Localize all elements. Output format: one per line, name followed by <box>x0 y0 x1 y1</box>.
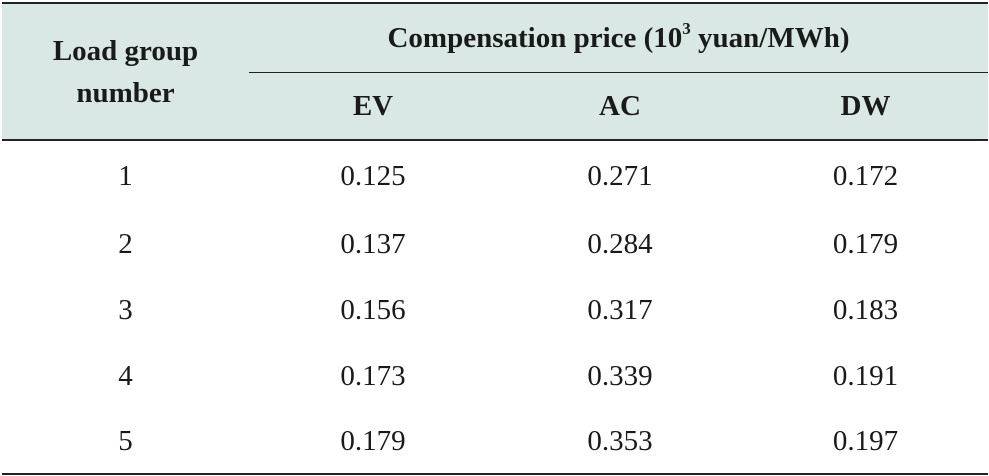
load-group-number-header: Load group number <box>2 3 249 140</box>
cell-dw: 0.183 <box>832 293 899 326</box>
cell-load-group: 3 <box>118 293 133 326</box>
cell-ac: 0.353 <box>587 424 653 457</box>
table-row: 4 0.173 0.339 0.191 <box>2 343 988 409</box>
table-header: Load group number Compensation price (10… <box>2 3 989 140</box>
cell-load-group: 4 <box>118 359 133 392</box>
cell-dw: 0.191 <box>832 359 899 392</box>
table-row: 5 0.179 0.353 0.197 <box>2 409 988 474</box>
cell-dw: 0.179 <box>832 227 899 260</box>
column-header-dw: DW <box>743 72 989 140</box>
cell-ac: 0.317 <box>587 293 653 326</box>
cell-dw: 0.197 <box>832 424 899 457</box>
cell-ac: 0.339 <box>587 359 653 392</box>
table-body: 1 0.125 0.271 0.172 2 0.137 0.284 0.179 … <box>2 140 989 474</box>
cell-ev: 0.137 <box>340 227 406 260</box>
cell-ev: 0.179 <box>340 424 406 457</box>
header-row-sub: EV AC DW <box>2 72 989 140</box>
compensation-price-label-pre: Compensation price (10 <box>387 21 683 54</box>
compensation-price-label-post: yuan/MWh) <box>690 21 850 54</box>
cell-dw: 0.172 <box>832 159 899 192</box>
cell-ac: 0.271 <box>587 159 653 192</box>
compensation-price-header: Compensation price (103 yuan/MWh) <box>249 3 989 73</box>
cell-load-group: 1 <box>118 159 133 192</box>
header-row-top: Load group number Compensation price (10… <box>2 3 989 140</box>
compensation-price-exponent: 3 <box>682 18 691 38</box>
cell-ev: 0.173 <box>340 359 406 392</box>
cell-ev: 0.156 <box>340 293 406 326</box>
cell-ac: 0.284 <box>587 227 653 260</box>
table-row: 1 0.125 0.271 0.172 <box>2 140 988 211</box>
column-header-ac: AC <box>497 72 743 140</box>
cell-load-group: 5 <box>118 424 133 457</box>
column-header-ev: EV <box>249 72 497 140</box>
table-row: 2 0.137 0.284 0.179 <box>2 211 988 277</box>
load-group-number-label: Load group number <box>52 34 199 109</box>
cell-load-group: 2 <box>118 227 133 260</box>
table-row: 3 0.156 0.317 0.183 <box>2 277 988 343</box>
cell-ev: 0.125 <box>340 159 406 192</box>
